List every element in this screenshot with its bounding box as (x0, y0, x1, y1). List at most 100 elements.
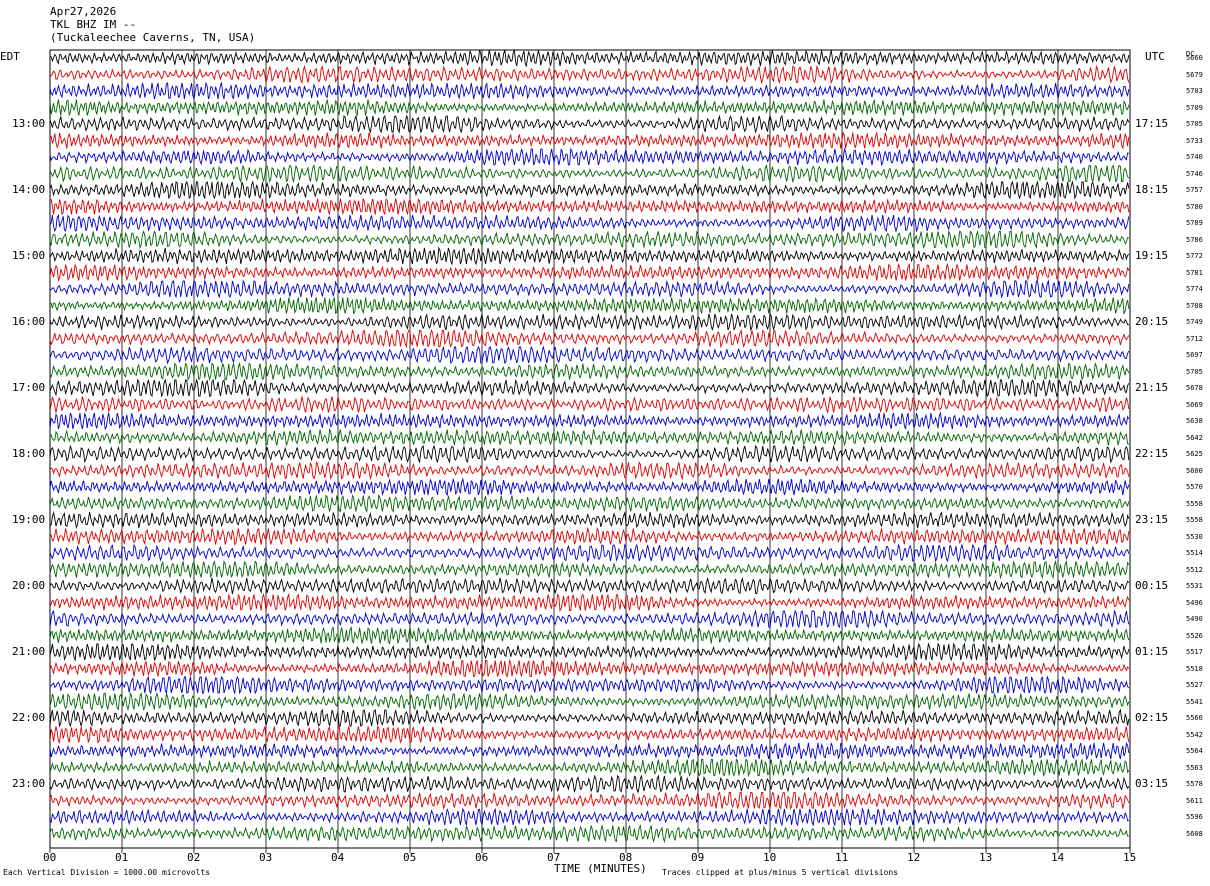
x-tick-label: 09 (691, 851, 705, 864)
utc-hour-label: 03:15 (1135, 777, 1169, 790)
x-tick-label: 10 (763, 851, 777, 864)
utc-hour-label: 19:15 (1135, 249, 1169, 262)
seismic-trace (49, 757, 1130, 778)
utc-hour-label: 21:15 (1135, 381, 1169, 394)
x-tick-label: 03 (259, 851, 273, 864)
dc-offset-label: 5531 (1186, 582, 1203, 590)
seismic-trace (49, 511, 1130, 529)
seismic-trace (49, 658, 1130, 679)
utc-hour-label: 18:15 (1135, 183, 1169, 196)
utc-hour-label: 20:15 (1135, 315, 1169, 328)
dc-offset-label: 5638 (1186, 417, 1203, 425)
dc-offset-label: 5541 (1186, 697, 1203, 706)
seismic-trace (49, 427, 1130, 447)
scale-note: Each Vertical Division = 1000.00 microvo… (3, 868, 211, 877)
x-tick-label: 01 (115, 851, 129, 864)
x-axis-title: TIME (MINUTES) (554, 862, 647, 875)
seismic-trace (49, 675, 1130, 695)
dc-offset-label: 5746 (1186, 169, 1203, 178)
dc-offset-label: 5517 (1186, 648, 1203, 656)
dc-offset-label: 5570 (1186, 483, 1203, 491)
seismic-trace (49, 114, 1130, 134)
dc-offset-label: 5709 (1186, 103, 1203, 112)
seismic-trace (49, 378, 1130, 398)
x-tick-label: 05 (403, 851, 417, 864)
x-tick-label: 15 (1123, 851, 1137, 864)
x-tick-label: 13 (979, 851, 993, 864)
edt-hour-label: 14:00 (12, 183, 46, 196)
dc-offset-label: 5530 (1186, 532, 1203, 541)
location-label: (Tuckaleechee Caverns, TN, USA) (50, 31, 256, 44)
seismic-trace (49, 461, 1130, 481)
dc-offset-label: 5527 (1186, 681, 1203, 689)
seismic-trace (49, 691, 1130, 711)
dc-offset-label: 5611 (1186, 796, 1203, 805)
seismic-trace (49, 49, 1130, 68)
dc-offset-label: 5642 (1186, 433, 1203, 442)
edt-hour-label: 22:00 (12, 711, 46, 724)
x-tick-label: 12 (907, 851, 921, 864)
dc-offset-label: 5697 (1186, 351, 1203, 359)
dc-offset-label: 5772 (1186, 252, 1203, 260)
dc-offset-label: 5774 (1186, 285, 1203, 293)
dc-offset-label: 5757 (1186, 186, 1203, 194)
edt-hour-label: 13:00 (12, 117, 46, 130)
edt-hour-label: 21:00 (12, 645, 46, 658)
seismic-trace (49, 493, 1130, 514)
utc-hour-label: 17:15 (1135, 117, 1169, 130)
dc-offset-label: 5712 (1186, 334, 1203, 343)
edt-hour-label: 15:00 (12, 249, 46, 262)
seismic-trace (49, 724, 1130, 744)
seismic-trace (49, 642, 1130, 662)
x-tick-label: 08 (619, 851, 633, 864)
dc-offset-label: 5789 (1186, 219, 1203, 227)
seismic-trace (49, 246, 1130, 266)
seismic-trace (49, 576, 1130, 595)
edt-hour-label: 17:00 (12, 381, 46, 394)
seismic-trace (49, 444, 1130, 464)
seismic-trace (49, 411, 1130, 431)
dc-offset-label: 5512 (1186, 565, 1203, 574)
seismic-trace (49, 198, 1130, 216)
dc-offset-label: 5490 (1186, 615, 1203, 623)
utc-hour-label: 22:15 (1135, 447, 1169, 460)
dc-offset-label: 5705 (1186, 120, 1203, 128)
dc-offset-label: 5600 (1186, 466, 1203, 475)
seismic-trace (49, 742, 1130, 761)
dc-offset-label: 5496 (1186, 598, 1203, 607)
x-tick-label: 14 (1051, 851, 1065, 864)
dc-offset-label: 5733 (1186, 136, 1203, 145)
seismic-trace (49, 147, 1129, 167)
dc-axis-label: DC (1186, 50, 1195, 58)
dc-offset-label: 5679 (1186, 70, 1203, 79)
x-tick-label: 06 (475, 851, 489, 864)
dc-offset-label: 5786 (1186, 235, 1203, 244)
seismic-trace (49, 98, 1130, 117)
edt-hour-label: 19:00 (12, 513, 46, 526)
dc-offset-label: 5678 (1186, 384, 1203, 392)
seismic-trace (49, 164, 1130, 184)
seismic-trace (49, 64, 1130, 85)
seismic-trace (49, 297, 1130, 316)
seismic-trace (49, 279, 1130, 299)
seismic-trace (49, 345, 1130, 365)
seismic-trace (49, 774, 1130, 794)
seismic-trace (49, 791, 1130, 811)
edt-hour-label: 18:00 (12, 447, 46, 460)
dc-offset-label: 5780 (1186, 202, 1203, 211)
seismic-trace (49, 229, 1129, 250)
utc-hour-label: 00:15 (1135, 579, 1169, 592)
utc-hour-label: 02:15 (1135, 711, 1169, 724)
x-tick-label: 02 (187, 851, 201, 864)
seismic-trace (49, 262, 1130, 283)
dc-offset-label: 5660 (1186, 54, 1203, 62)
x-tick-label: 04 (331, 851, 345, 864)
x-tick-label: 00 (43, 851, 57, 864)
dc-offset-label: 5596 (1186, 813, 1203, 821)
seismic-trace (49, 361, 1130, 382)
seismic-trace (49, 81, 1130, 100)
dc-offset-label: 5564 (1186, 747, 1203, 755)
edt-axis-label: EDT (0, 50, 20, 63)
edt-hour-label: 23:00 (12, 777, 46, 790)
